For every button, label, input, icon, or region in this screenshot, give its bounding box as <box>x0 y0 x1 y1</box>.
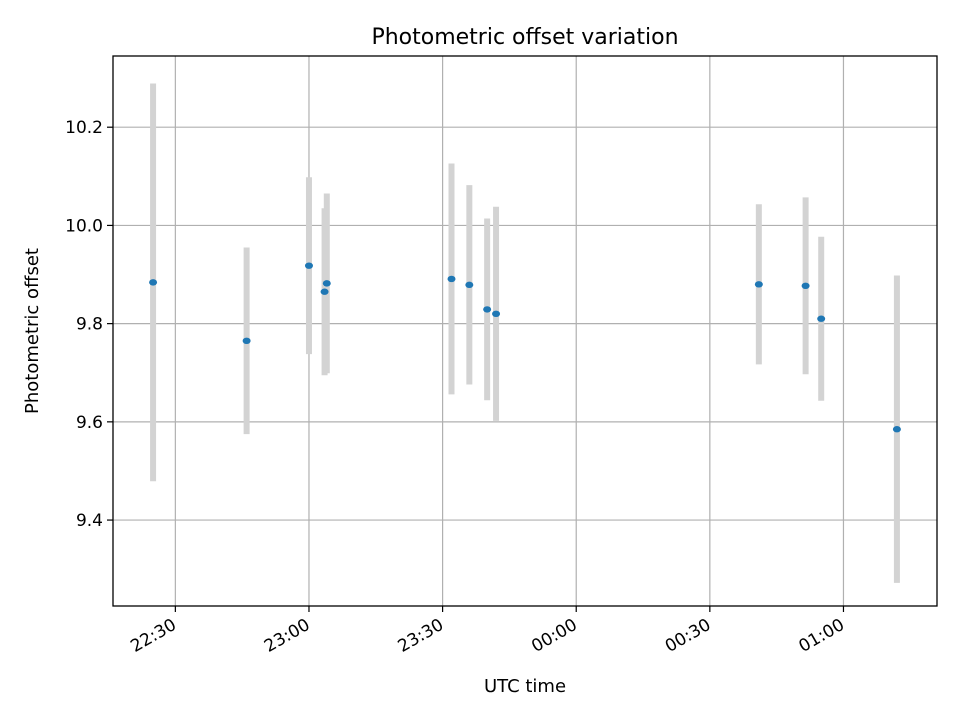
data-point <box>492 310 501 318</box>
y-tick-label: 9.4 <box>76 511 103 531</box>
data-point <box>322 280 331 287</box>
data-point <box>483 306 492 313</box>
y-tick-label: 9.8 <box>76 315 103 335</box>
x-axis-label: UTC time <box>484 676 566 697</box>
data-point <box>149 279 158 286</box>
data-point <box>242 337 251 345</box>
data-point <box>892 426 901 433</box>
data-point <box>320 288 329 295</box>
y-tick-label: 10.2 <box>65 118 103 138</box>
data-point <box>447 275 456 283</box>
y-axis-ticks: 9.4 9.6 9.8 10.0 10.2 <box>65 118 113 531</box>
data-point <box>465 281 474 289</box>
data-point <box>304 262 313 269</box>
data-point <box>817 315 826 322</box>
y-tick-label: 9.6 <box>76 413 103 433</box>
chart-title: Photometric offset variation <box>371 25 678 50</box>
y-axis-label: Photometric offset <box>22 248 43 414</box>
data-point <box>801 282 810 290</box>
plot-frame <box>112 55 938 607</box>
data-points <box>149 262 901 433</box>
grid <box>113 56 937 606</box>
y-tick-label: 10.0 <box>65 216 103 236</box>
data-point <box>754 281 763 288</box>
